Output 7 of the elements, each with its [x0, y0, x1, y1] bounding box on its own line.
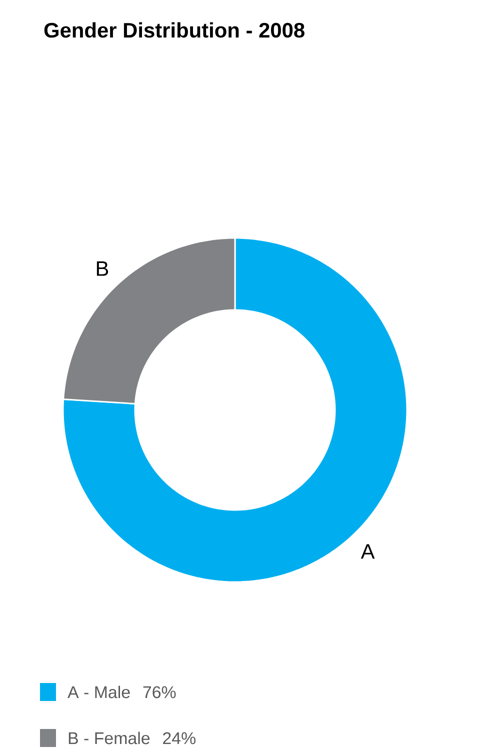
chart-title: Gender Distribution - 2008 [44, 22, 304, 38]
data-label: 76% [143, 686, 176, 698]
text: A [360, 544, 375, 559]
data-label: 24% [163, 732, 196, 744]
legend-label: A - Male [68, 686, 130, 698]
legend-label: B - Female [68, 732, 150, 744]
text: B [96, 261, 108, 276]
